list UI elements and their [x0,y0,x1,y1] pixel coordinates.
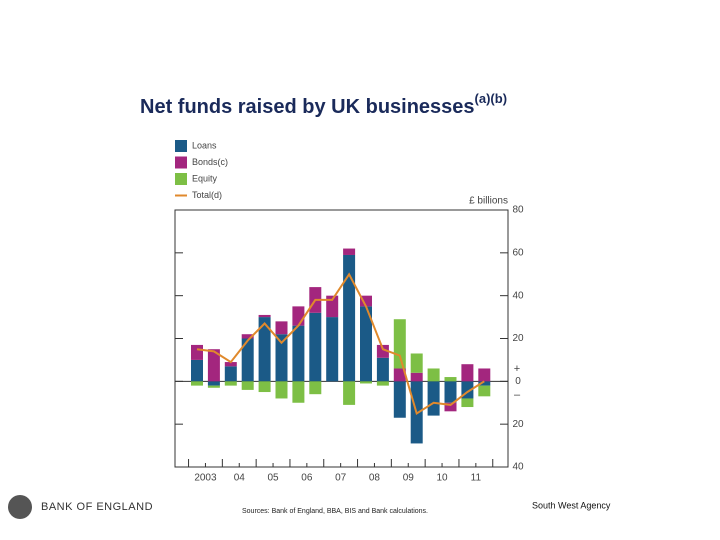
bar [376,381,389,386]
bar [275,321,288,335]
bar [444,377,457,382]
bar [444,402,457,412]
x-tick-label: 07 [335,473,347,484]
y-tick-label: 20 [512,419,524,430]
sign-minus: – [514,389,521,401]
bar [376,357,389,382]
bar [309,312,322,382]
bar [360,295,372,307]
bar [376,344,389,358]
bar [393,381,406,418]
bar [191,359,203,382]
bar [393,368,406,382]
bar [191,381,203,386]
x-tick-label: 05 [267,473,279,484]
bar [241,338,254,382]
sources: Sources: Bank of England, BBA, BIS and B… [242,508,428,515]
agency: South West Agency [532,500,611,510]
bar [427,368,440,382]
bar [326,317,339,382]
bar [410,353,423,373]
bar [241,334,254,339]
total-line [196,272,485,416]
bar [444,381,457,403]
bar [224,362,237,367]
bar [343,254,356,382]
y-tick-label: 60 [512,247,524,258]
bar [207,381,220,386]
bar [461,364,474,382]
x-tick-label: 04 [234,473,246,484]
legend-label: Loans [192,140,217,150]
bar [292,306,305,326]
legend-label: Bonds(c) [192,157,228,167]
bar [461,398,474,408]
legend-swatch [175,156,187,169]
y-tick-label: 40 [512,290,524,301]
bar [427,381,440,416]
legend-swatch [175,173,187,185]
bar [326,295,339,318]
y-tick-label: 0 [515,376,521,387]
y-tick-label: 20 [512,333,524,344]
bar [224,381,237,386]
bar [191,344,203,360]
x-tick-label: 08 [369,473,381,484]
y-axis-label: £ billions [469,196,508,207]
bar [258,317,271,382]
legend-swatch [175,140,187,152]
bar [292,325,305,382]
x-tick-label: 10 [436,473,448,484]
plot-frame [174,209,509,468]
bar [478,381,491,386]
chart-title: Net funds raised by UK businesses(a)(b) [140,91,507,118]
x-tick-label: 11 [471,473,482,484]
bar [258,314,271,318]
bar [207,385,220,388]
legend-label: Equity [192,173,218,183]
bar [275,334,288,382]
bar [478,385,491,397]
bar [241,381,254,390]
legend-label: Total(d) [192,190,222,200]
title-note: (a)(b) [475,91,508,106]
bar [292,381,305,403]
bar [478,368,491,382]
y-tick-label: 80 [512,205,524,216]
x-tick-label: 2003 [194,473,217,484]
bar [360,381,372,384]
x-tick-label: 06 [301,473,313,484]
bar [410,372,423,382]
bar [343,248,356,255]
y-tick-label: 40 [512,462,524,473]
bar [207,349,220,382]
bar [224,366,237,382]
bar [360,306,372,382]
sign-plus: + [514,363,520,375]
logo-text: BANK OF ENGLAND [41,501,153,513]
bar [309,381,322,395]
bar [275,381,288,399]
bar [393,319,406,369]
title-text: Net funds raised by UK businesses [140,96,475,118]
bar [343,381,356,405]
logo-emblem [8,495,32,519]
bar [258,381,271,393]
x-tick-label: 09 [403,473,415,484]
logo: BANK OF ENGLAND [8,495,153,519]
